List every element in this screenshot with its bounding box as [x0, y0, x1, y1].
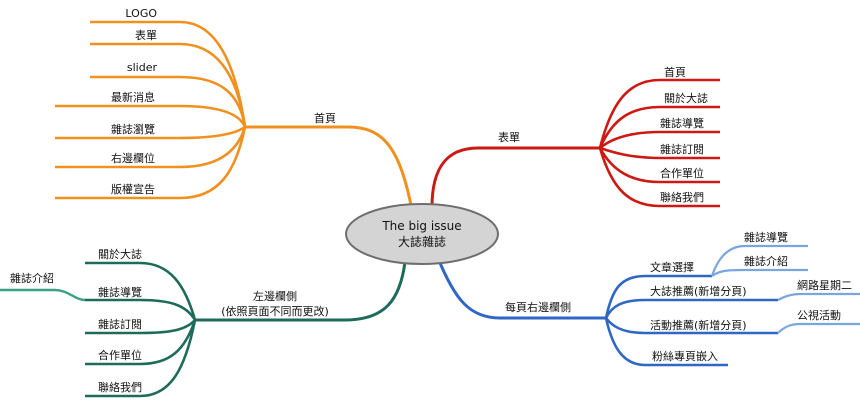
- menu-item-about: 關於大誌: [664, 91, 708, 105]
- left-label-line1: 左邊欄側: [253, 289, 297, 303]
- right-item-fanpage: 粉絲專頁嵌入: [652, 349, 718, 363]
- home-item-magazine-browse: 雜誌瀏覽: [111, 122, 155, 136]
- left-item-contact: 聯絡我們: [98, 380, 142, 394]
- branch-left: [0, 261, 407, 398]
- home-item-logo: LOGO: [125, 7, 157, 20]
- left-item-subscribe: 雜誌訂閱: [98, 317, 142, 331]
- branch-menu: [430, 78, 720, 208]
- home-item-copyright: 版權宣告: [111, 182, 155, 196]
- connector-menu-main: [430, 146, 600, 208]
- branch-home: [55, 20, 414, 211]
- left-fan: [85, 261, 197, 398]
- right-sub-pts-event: 公視活動: [797, 308, 841, 322]
- right-item-article-select: 文章選擇: [650, 260, 694, 274]
- left-item-about: 關於大誌: [98, 247, 142, 261]
- right-label: 每頁右邊欄側: [505, 300, 571, 314]
- center-subtitle: 大誌雜誌: [398, 234, 446, 249]
- connector-right-main: [436, 257, 606, 320]
- menu-fan: [598, 78, 720, 208]
- right-sub-guide: 雜誌導覽: [744, 230, 788, 244]
- left-item-guide: 雜誌導覽: [98, 285, 142, 299]
- right-item-events: 活動推薦(新增分頁): [650, 318, 747, 332]
- branch-right: [436, 244, 860, 367]
- left-sub-intro: 雜誌介紹: [10, 271, 54, 285]
- connector-home-main: [245, 125, 414, 211]
- right-fan: [604, 274, 778, 367]
- connector-left-main: [195, 261, 407, 322]
- menu-item-partners: 合作單位: [660, 166, 704, 180]
- home-item-menu: 表單: [135, 28, 157, 42]
- home-item-slider: slider: [127, 61, 158, 74]
- right-item-recommend: 大誌推薦(新增分頁): [650, 284, 747, 298]
- menu-item-home: 首頁: [664, 65, 686, 79]
- menu-label: 表單: [498, 130, 520, 144]
- right-sub-intro: 雜誌介紹: [744, 254, 788, 268]
- center-node: [345, 203, 499, 265]
- home-fan: [55, 20, 247, 200]
- home-item-right-column: 右邊欄位: [111, 151, 155, 165]
- connector-left-sub: [0, 288, 86, 302]
- left-label-line2: (依照頁面不同而更改): [221, 304, 329, 318]
- right-sub-internet-tuesday: 網路星期二: [797, 278, 852, 292]
- menu-item-subscribe: 雜誌訂閱: [660, 142, 704, 156]
- home-label: 首頁: [314, 111, 336, 125]
- right-sub-lines: [710, 244, 860, 334]
- left-item-partners: 合作單位: [98, 348, 142, 362]
- center-title: The big issue: [381, 219, 461, 233]
- home-item-news: 最新消息: [111, 90, 155, 104]
- menu-item-guide: 雜誌導覽: [660, 116, 704, 130]
- menu-item-contact: 聯絡我們: [660, 190, 704, 204]
